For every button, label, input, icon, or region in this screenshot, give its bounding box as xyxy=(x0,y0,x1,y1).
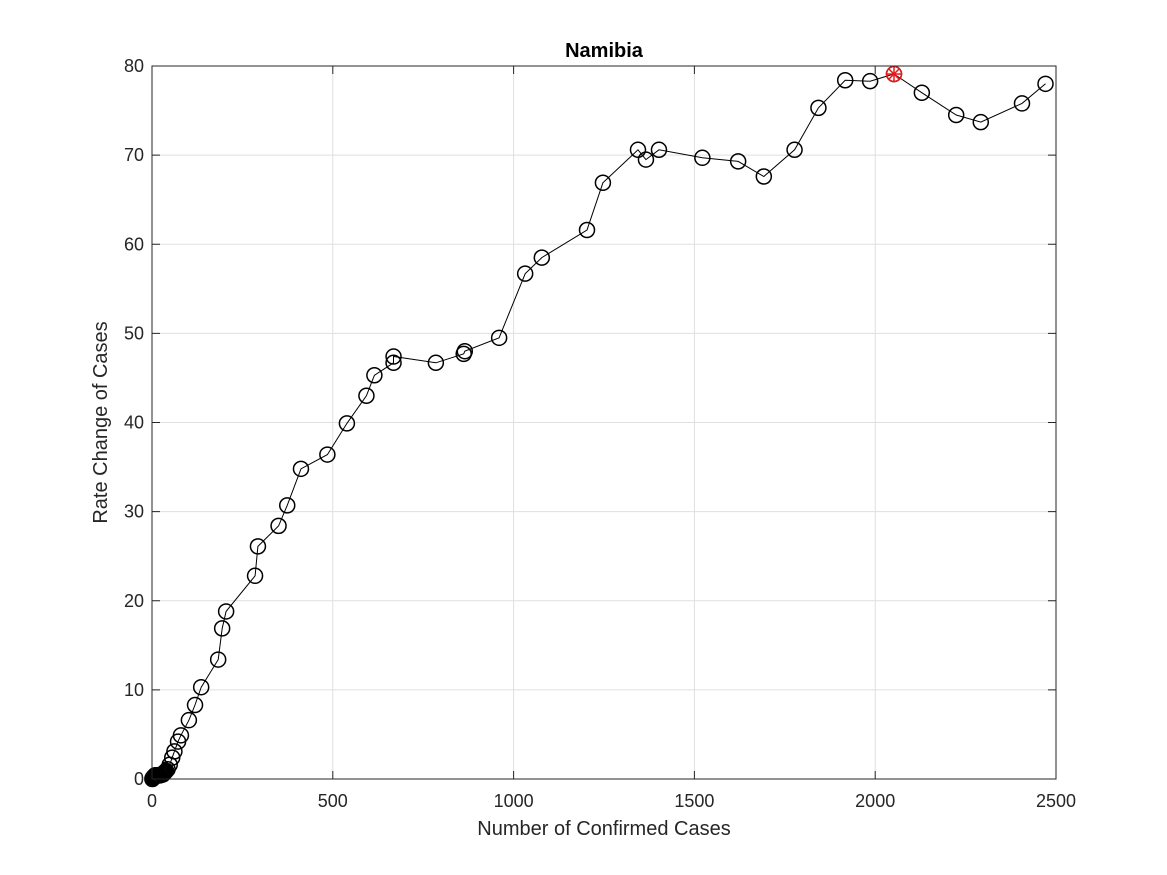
chart-title: Namibia xyxy=(565,40,644,62)
x-tick-label: 2000 xyxy=(855,791,895,811)
data-point xyxy=(490,329,508,347)
data-point xyxy=(578,221,596,239)
y-tick-label: 10 xyxy=(124,680,144,700)
data-point xyxy=(594,174,612,192)
grid xyxy=(152,66,1056,779)
data-point xyxy=(650,141,668,159)
data-point xyxy=(972,113,990,131)
data-point xyxy=(427,354,445,372)
data-point xyxy=(947,106,965,124)
data-point xyxy=(629,141,647,159)
data-point xyxy=(319,446,336,463)
highlight-marker xyxy=(885,65,903,83)
data-point xyxy=(172,727,190,744)
x-tick-label: 2500 xyxy=(1036,791,1076,811)
data-point xyxy=(186,696,204,714)
data-point xyxy=(270,517,287,535)
data-point xyxy=(810,99,827,117)
data-point xyxy=(292,460,310,478)
data-point xyxy=(385,348,402,365)
data-point xyxy=(338,415,356,432)
data-point xyxy=(217,603,235,620)
data-point xyxy=(786,141,803,159)
data-point xyxy=(694,149,711,167)
data-point xyxy=(516,265,534,282)
y-tick-label: 50 xyxy=(124,323,144,343)
data-point xyxy=(913,84,931,101)
ticks: 0 500 1000 1500 2000 2500 0 10 20 30 40 50 60 70 80 xyxy=(124,56,1076,811)
data-point xyxy=(213,620,231,637)
data-point xyxy=(358,387,375,405)
y-tick-label: 60 xyxy=(124,234,144,254)
y-axis-title: Rate Change of Cases xyxy=(90,321,112,523)
data-layer xyxy=(144,65,1054,788)
data-point xyxy=(861,72,879,90)
y-tick-label: 40 xyxy=(124,413,144,433)
data-point xyxy=(755,168,773,185)
data-point xyxy=(1037,75,1054,93)
data-point xyxy=(209,651,227,668)
data-point xyxy=(1013,95,1031,112)
x-axis-title: Number of Confirmed Cases xyxy=(477,818,730,840)
data-point xyxy=(366,367,383,384)
data-point xyxy=(249,538,267,555)
data-point xyxy=(637,151,655,168)
x-tick-label: 0 xyxy=(147,791,157,811)
data-point xyxy=(836,72,854,89)
x-tick-label: 500 xyxy=(318,791,348,811)
data-point xyxy=(385,354,402,372)
y-tick-label: 30 xyxy=(124,502,144,522)
data-point xyxy=(192,678,210,696)
y-tick-label: 20 xyxy=(124,591,144,611)
data-point xyxy=(729,153,747,170)
data-point xyxy=(180,711,198,729)
data-point xyxy=(278,497,296,514)
data-point xyxy=(533,249,551,266)
x-tick-label: 1000 xyxy=(494,791,534,811)
data-point xyxy=(166,743,183,760)
x-tick-label: 1500 xyxy=(674,791,714,811)
data-point xyxy=(246,567,264,585)
y-tick-label: 0 xyxy=(134,769,144,789)
data-point xyxy=(456,342,474,360)
y-tick-label: 80 xyxy=(124,56,144,76)
y-tick-label: 70 xyxy=(124,145,144,165)
